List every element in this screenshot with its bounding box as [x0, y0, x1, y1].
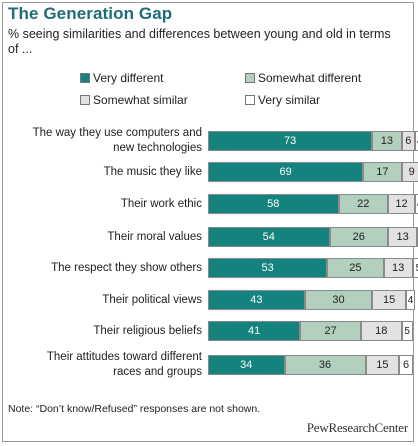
data-label: 17: [376, 166, 389, 178]
data-label: 5: [404, 325, 410, 337]
data-label: 15: [376, 359, 389, 371]
category-label: Their religious beliefs: [93, 324, 202, 339]
data-label: 34: [240, 359, 253, 371]
data-label: 6: [405, 135, 412, 147]
data-label: 54: [262, 231, 275, 243]
data-label: 25: [349, 262, 362, 274]
legend-item-somewhat-different: Somewhat different: [245, 71, 361, 85]
data-label: 13: [392, 262, 405, 274]
bar-segment-somewhat-similar: 12: [388, 194, 415, 214]
bar-segment-somewhat-similar: 13: [388, 227, 418, 247]
legend-swatch-somewhat-similar: [80, 95, 90, 105]
bar-segment-very-different: 58: [208, 194, 339, 214]
bar-segment-very-similar: 4: [415, 194, 418, 214]
category-label-line: Their attitudes toward different: [46, 351, 202, 363]
data-label: 53: [261, 262, 274, 274]
bar-segment-very-different: 73: [208, 131, 373, 151]
bar-segment-very-similar: 5: [401, 321, 413, 341]
chart-frame: [2, 2, 414, 442]
category-label-line: new technologies: [113, 142, 202, 154]
bar-segment-somewhat-similar: 15: [365, 355, 400, 375]
bar-segment-very-different: 54: [208, 227, 330, 247]
legend-item-very-similar: Very similar: [245, 93, 320, 107]
category-label: The music they like: [104, 165, 202, 180]
data-label: 4: [417, 199, 418, 210]
category-label: The way they use computers and new techno…: [33, 126, 202, 156]
legend-label-very-different: Very different: [93, 71, 164, 85]
data-label: 18: [375, 325, 388, 337]
bar-segment-very-similar: 6: [399, 355, 413, 375]
bar-segment-somewhat-similar: 9: [401, 162, 418, 182]
bar-segment-somewhat-similar: 15: [372, 290, 406, 310]
category-label-line: The way they use computers and: [32, 127, 202, 139]
legend-swatch-very-similar: [245, 95, 255, 105]
bar-segment-very-similar: 4: [415, 131, 418, 151]
category-label-line: The respect they show others: [51, 261, 202, 274]
legend-swatch-somewhat-different: [245, 73, 255, 83]
bar-segment-very-different: 34: [208, 355, 285, 375]
bar-segment-somewhat-similar: 13: [383, 258, 413, 278]
legend-item-very-different: Very different: [80, 71, 164, 85]
bar-segment-very-different: 69: [208, 162, 364, 182]
bar-segment-somewhat-similar: 6: [401, 131, 415, 151]
data-label: 13: [380, 135, 393, 147]
data-label: 4: [417, 136, 418, 147]
bar-segment-very-similar: 5: [412, 258, 418, 278]
data-label: 5: [416, 263, 418, 274]
data-label: 13: [396, 231, 409, 243]
bar-segment-somewhat-different: 13: [372, 131, 402, 151]
bar-segment-somewhat-different: 17: [363, 162, 402, 182]
category-label: Their attitudes toward different races an…: [47, 350, 202, 380]
data-label: 26: [352, 231, 365, 243]
bar-segment-somewhat-different: 27: [300, 321, 361, 341]
legend-label-somewhat-different: Somewhat different: [258, 71, 362, 85]
legend-swatch-very-different: [80, 73, 90, 83]
bar-segment-somewhat-different: 25: [327, 258, 384, 278]
legend-label-very-similar: Very similar: [258, 93, 321, 107]
category-label: Their work ethic: [121, 197, 202, 212]
category-label: Their political views: [102, 293, 202, 308]
bar-segment-somewhat-different: 36: [284, 355, 366, 375]
legend-label-somewhat-similar: Somewhat similar: [93, 93, 188, 107]
chart-subtitle: % seeing similarities and differences be…: [8, 27, 391, 56]
bar-segment-very-similar: 4: [406, 290, 415, 310]
data-label: 12: [395, 198, 408, 210]
data-label: 69: [279, 166, 292, 178]
data-label: 27: [324, 325, 337, 337]
category-label-line: Their religious beliefs: [93, 324, 202, 337]
data-label: 73: [284, 135, 297, 147]
data-label: 36: [318, 359, 332, 371]
data-label: 22: [357, 198, 370, 210]
bar-segment-very-different: 43: [208, 290, 305, 310]
pew-research-center-logo: PewResearchCenter: [306, 420, 408, 435]
bar-segment-somewhat-different: 26: [329, 227, 388, 247]
bar-segment-somewhat-different: 22: [338, 194, 388, 214]
data-label: 43: [250, 294, 263, 306]
category-label-line: The music they like: [103, 165, 202, 178]
category-label-line: Their political views: [102, 293, 202, 306]
bar-segment-very-different: 53: [208, 258, 328, 278]
data-label: 30: [332, 294, 345, 306]
data-label: 9: [408, 166, 415, 178]
chart-title: The Generation Gap: [8, 4, 173, 23]
legend-item-somewhat-similar: Somewhat similar: [80, 93, 188, 107]
data-label: 4: [407, 294, 414, 306]
data-label: 41: [248, 325, 261, 337]
data-label: 6: [402, 359, 410, 371]
category-label-line: Their work ethic: [120, 197, 202, 210]
bar-segment-very-different: 41: [208, 321, 301, 341]
data-label: 15: [383, 294, 396, 306]
chart-note: Note: “Don’t know/Refused” responses are…: [8, 403, 261, 415]
category-label: Their moral values: [107, 230, 202, 245]
bar-segment-somewhat-similar: 18: [361, 321, 402, 341]
category-label-line: races and groups: [113, 366, 202, 378]
bar-segment-somewhat-different: 30: [304, 290, 373, 310]
data-label: 58: [267, 198, 280, 210]
category-label-line: Their moral values: [107, 230, 202, 243]
category-label: The respect they show others: [51, 261, 202, 276]
